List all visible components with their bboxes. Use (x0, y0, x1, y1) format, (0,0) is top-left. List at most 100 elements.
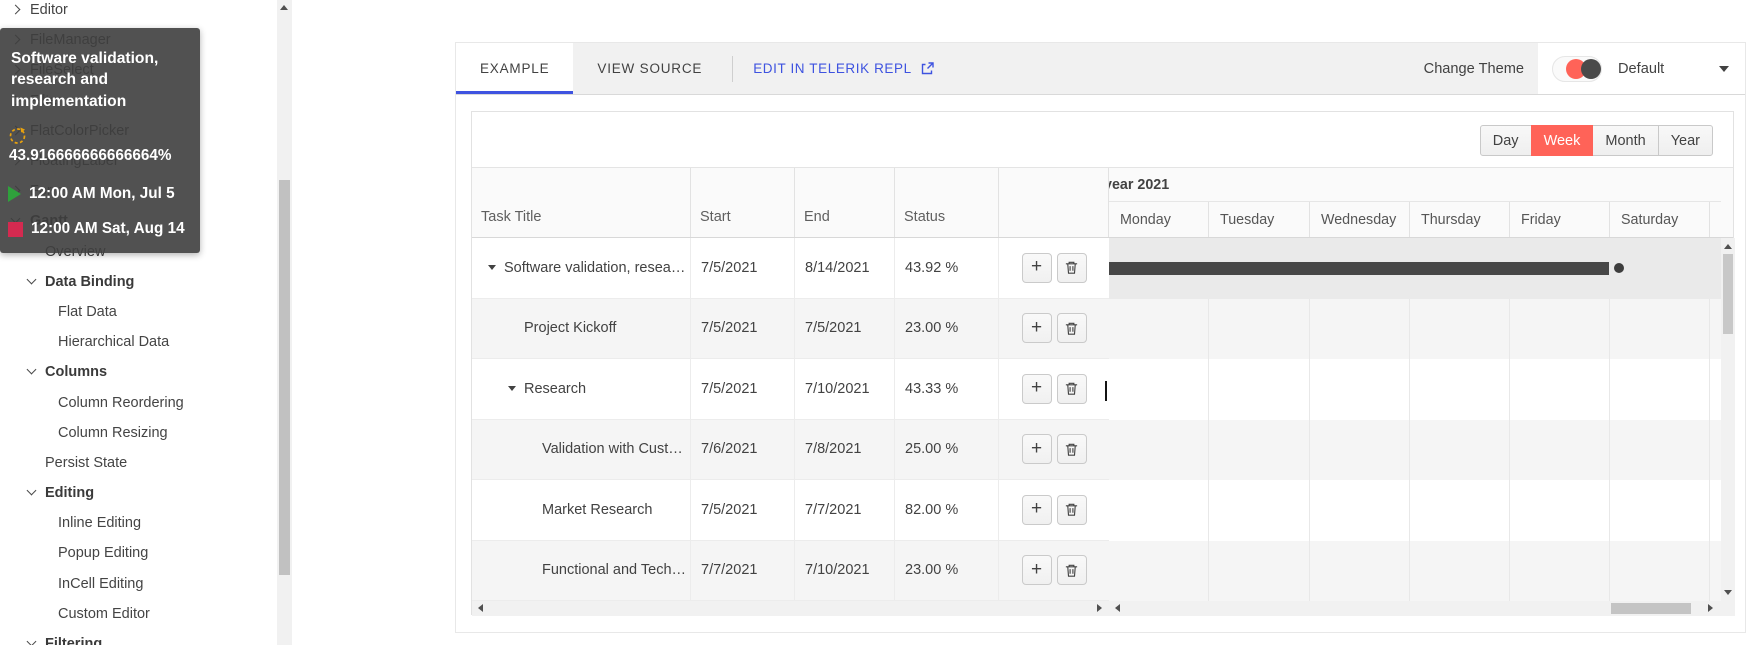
sidebar-item-hierarchical-data[interactable]: Hierarchical Data (0, 327, 277, 357)
sidebar-scrollbar-thumb[interactable] (279, 180, 290, 575)
timeline-row-summary (1109, 238, 1721, 299)
theme-panel: Default (1538, 43, 1745, 94)
column-header-end: End (795, 168, 895, 237)
trash-icon (1065, 383, 1078, 395)
tab-view-source[interactable]: VIEW SOURCE (597, 61, 703, 76)
task-start: 7/6/2021 (691, 419, 795, 479)
scroll-up-icon[interactable] (280, 5, 288, 10)
day-header-wednesday: Wednesday (1309, 202, 1409, 237)
sidebar-item-label: Editor (30, 2, 68, 19)
delete-task-button[interactable] (1056, 313, 1087, 344)
table-row[interactable]: Validation with Cust… 7/6/2021 7/8/2021 … (472, 419, 1109, 480)
delete-task-button[interactable] (1056, 434, 1087, 465)
day-gridline (1208, 298, 1209, 601)
scroll-up-icon[interactable] (1724, 244, 1732, 249)
gantt-widget: Day Week Month Year Task Title Start End… (471, 111, 1735, 616)
day-gridline (1509, 298, 1510, 601)
view-day-button[interactable]: Day (1479, 125, 1532, 156)
timeline-row (1109, 419, 1721, 480)
add-task-button[interactable]: + (1021, 555, 1052, 586)
gantt-header: Task Title Start End Status year 2021 Mo… (472, 167, 1733, 238)
edit-in-telerik-repl-link[interactable]: EDIT IN TELERIK REPL (739, 43, 949, 94)
gantt-bar-end-handle-icon[interactable] (1614, 263, 1624, 273)
toggle-accent-knob-icon (1566, 58, 1586, 79)
sidebar-item-column-resizing[interactable]: Column Resizing (0, 418, 277, 448)
progress-circle-icon (8, 126, 27, 150)
delete-task-button[interactable] (1056, 252, 1087, 283)
tab-divider (732, 55, 734, 82)
sidebar-item-label: Persist State (45, 454, 128, 471)
task-end: 8/14/2021 (795, 238, 895, 298)
tooltip-task-title: Software validation, research and implem… (11, 50, 159, 110)
sidebar-item-column-reordering[interactable]: Column Reordering (0, 387, 277, 417)
sidebar-item-custom-editor[interactable]: Custom Editor (0, 599, 277, 629)
table-row[interactable]: Functional and Tech… 7/7/2021 7/10/2021 … (472, 540, 1109, 601)
timeline-row (1109, 540, 1721, 601)
theme-dropdown-value: Default (1618, 60, 1665, 77)
sidebar-item-label: Data Binding (45, 273, 135, 290)
theme-dropdown[interactable]: Default (1602, 61, 1745, 77)
add-task-button[interactable]: + (1021, 313, 1052, 344)
tab-example[interactable]: EXAMPLE (456, 43, 574, 94)
scroll-down-icon[interactable] (1724, 590, 1732, 595)
delete-task-button[interactable] (1056, 373, 1087, 404)
view-year-button[interactable]: Year (1657, 125, 1713, 156)
delete-task-button[interactable] (1056, 555, 1087, 586)
table-row[interactable]: Project Kickoff 7/5/2021 7/5/2021 23.00 … (472, 298, 1109, 359)
view-week-button[interactable]: Week (1530, 125, 1594, 156)
view-month-button[interactable]: Month (1592, 125, 1659, 156)
theme-mode-toggle[interactable] (1552, 55, 1602, 82)
sidebar-item-label: Filtering (45, 636, 103, 645)
sidebar-item-popup-editing[interactable]: Popup Editing (0, 538, 277, 568)
collapse-toggle-icon[interactable] (508, 386, 516, 392)
sidebar-item-flat-data[interactable]: Flat Data (0, 297, 277, 327)
sidebar-item-editing[interactable]: Editing (0, 478, 277, 508)
table-row[interactable]: Research 7/5/2021 7/10/2021 43.33 % + (472, 359, 1109, 420)
sidebar-scrollbar[interactable] (277, 0, 292, 645)
plus-icon: + (1030, 437, 1043, 459)
trash-icon (1065, 262, 1078, 274)
scroll-left-icon[interactable] (478, 604, 483, 612)
task-tooltip: Software validation, research and implem… (0, 28, 200, 253)
task-start: 7/5/2021 (691, 480, 795, 540)
table-row[interactable]: Software validation, resea… 7/5/2021 8/1… (472, 238, 1109, 299)
sidebar-item-persist-state[interactable]: Persist State (0, 448, 277, 478)
add-task-button[interactable]: + (1021, 434, 1052, 465)
gantt-summary-bar[interactable] (1109, 262, 1609, 275)
sidebar-item-inline-editing[interactable]: Inline Editing (0, 508, 277, 538)
timeline-horizontal-scrollbar[interactable] (1109, 601, 1721, 616)
vertical-scrollbar-thumb[interactable] (1723, 254, 1733, 334)
trash-icon (1065, 443, 1078, 456)
sidebar-item-label: Popup Editing (58, 545, 149, 562)
sidebar-item-data-binding[interactable]: Data Binding (0, 267, 277, 297)
sidebar-item-label: Custom Editor (58, 605, 150, 622)
table-row[interactable]: Market Research 7/5/2021 7/7/2021 82.00 … (472, 480, 1109, 541)
sidebar-item-incell-editing[interactable]: InCell Editing (0, 569, 277, 599)
scroll-right-icon[interactable] (1708, 604, 1713, 612)
task-title: Software validation, resea… (504, 259, 686, 276)
task-title: Market Research (542, 501, 653, 518)
task-title: Validation with Cust… (542, 441, 683, 458)
day-header-tuesday: Tuesday (1208, 202, 1309, 237)
collapse-toggle-icon[interactable] (488, 265, 496, 271)
delete-task-button[interactable] (1056, 494, 1087, 525)
table-horizontal-scrollbar[interactable] (472, 601, 1109, 616)
scroll-left-icon[interactable] (1115, 604, 1120, 612)
column-header-start: Start (691, 168, 795, 237)
timeline-vertical-scrollbar[interactable] (1721, 238, 1735, 601)
day-gridline (1309, 298, 1310, 601)
add-task-button[interactable]: + (1021, 252, 1052, 283)
day-header-saturday: Saturday (1609, 202, 1709, 237)
add-task-button[interactable]: + (1021, 373, 1052, 404)
sidebar-item-filtering[interactable]: Filtering (0, 629, 277, 645)
gantt-body: Software validation, resea… 7/5/2021 8/1… (472, 238, 1721, 601)
add-task-button[interactable]: + (1021, 494, 1052, 525)
scroll-right-icon[interactable] (1097, 604, 1102, 612)
sidebar-item-editor[interactable]: Editor (0, 0, 277, 25)
sidebar-item-label: Column Reordering (58, 394, 184, 411)
horizontal-scrollbar-thumb[interactable] (1611, 603, 1691, 614)
task-end: 7/8/2021 (795, 419, 895, 479)
sidebar-item-columns[interactable]: Columns (0, 357, 277, 387)
tooltip-start-date: 12:00 AM Mon, Jul 5 (29, 185, 175, 202)
